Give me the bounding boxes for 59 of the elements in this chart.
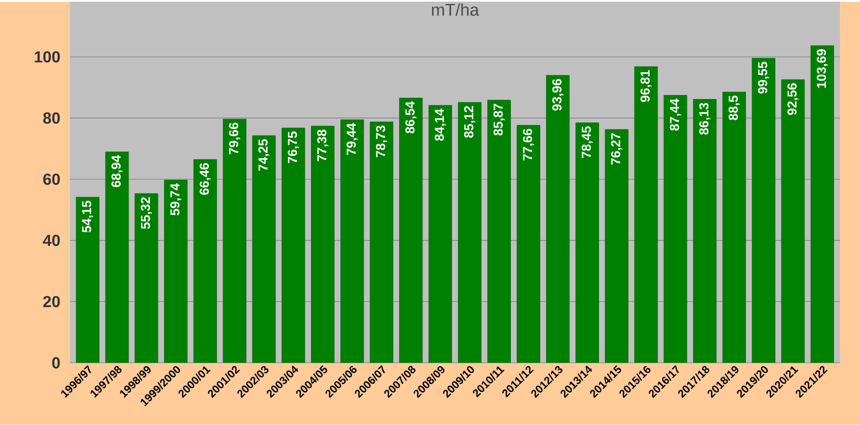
data-label: 77,66 xyxy=(522,128,534,160)
bar xyxy=(516,125,540,363)
y-tick-label: 0 xyxy=(52,357,60,369)
data-label: 86,54 xyxy=(405,101,416,134)
bar xyxy=(252,136,276,363)
data-label: 78,45 xyxy=(582,126,593,158)
bar xyxy=(664,95,688,363)
bar xyxy=(399,98,423,363)
bar xyxy=(370,122,394,363)
data-label: 77,38 xyxy=(317,130,328,162)
bar xyxy=(105,152,129,363)
data-label: 79,44 xyxy=(346,123,358,156)
chart-title: mT/ha xyxy=(432,3,480,16)
data-label: 66,46 xyxy=(200,163,211,195)
bar xyxy=(487,100,511,363)
data-label: 84,14 xyxy=(434,108,446,141)
data-label: 92,56 xyxy=(787,83,799,116)
bar xyxy=(282,128,306,363)
data-label: 74,25 xyxy=(258,139,270,171)
data-label: 54,15 xyxy=(82,200,94,233)
data-label: 85,87 xyxy=(494,104,505,136)
data-label: 85,12 xyxy=(464,106,476,138)
bar xyxy=(604,129,628,363)
data-label: 55,32 xyxy=(140,197,152,229)
bar xyxy=(311,126,334,363)
bar xyxy=(194,159,217,363)
data-label: 96,81 xyxy=(640,70,652,102)
y-tick-label: 80 xyxy=(43,112,60,124)
y-tick-label: 100 xyxy=(34,51,60,63)
bar xyxy=(164,180,188,363)
bar xyxy=(76,197,100,363)
bar xyxy=(781,80,805,363)
data-label: 86,13 xyxy=(699,103,710,135)
bar xyxy=(810,45,834,363)
data-label: 99,55 xyxy=(758,62,770,94)
y-tick-label: 60 xyxy=(43,174,60,186)
y-tick-label: 20 xyxy=(43,296,60,308)
bar xyxy=(634,66,658,363)
data-label: 76,75 xyxy=(288,132,299,164)
bar xyxy=(134,193,158,363)
data-label: 76,27 xyxy=(611,133,622,165)
data-label: 87,44 xyxy=(670,98,681,131)
bar xyxy=(340,120,364,363)
bar xyxy=(693,99,717,363)
bar xyxy=(458,102,482,363)
data-label: 93,96 xyxy=(552,79,564,111)
data-label: 79,66 xyxy=(229,122,240,154)
bar xyxy=(722,92,746,363)
data-label: 68,94 xyxy=(111,155,123,188)
bar xyxy=(576,122,599,363)
bar xyxy=(752,58,776,363)
data-label: 103,69 xyxy=(816,49,828,88)
data-label: 88,5 xyxy=(728,96,740,120)
data-label: 78,73 xyxy=(376,126,388,158)
bar xyxy=(428,105,452,363)
y-tick-label: 40 xyxy=(42,234,60,246)
bar xyxy=(222,118,246,363)
data-label: 59,74 xyxy=(170,183,182,216)
bar xyxy=(546,75,570,363)
